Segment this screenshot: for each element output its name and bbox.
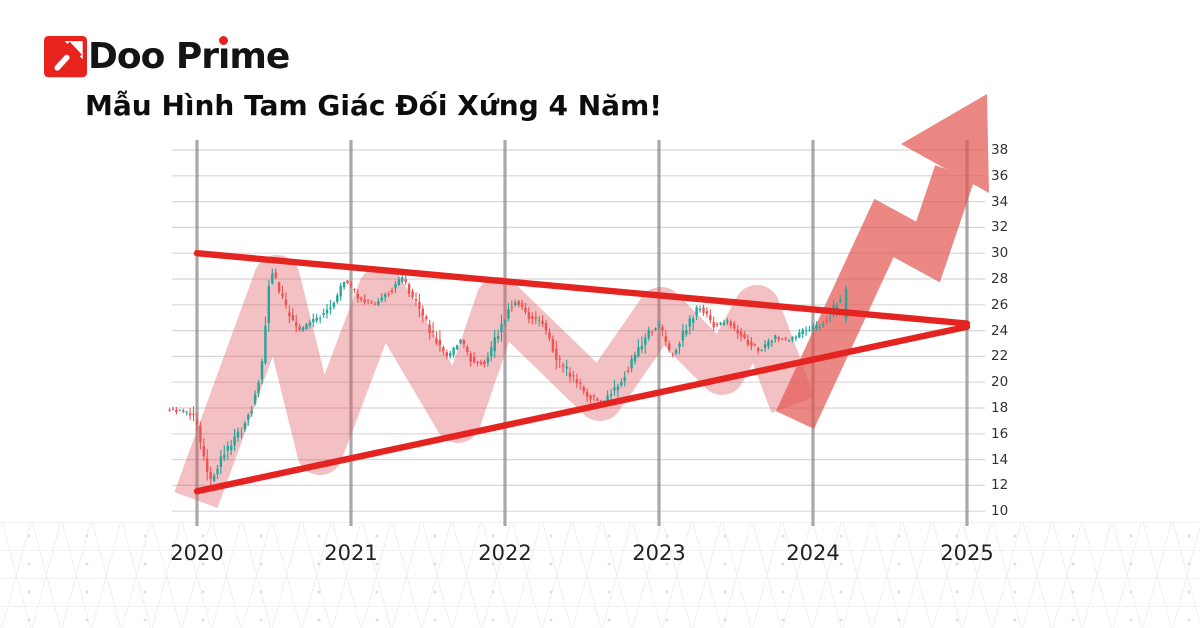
- breakout-arrow: [775, 94, 989, 429]
- y-tick-label: 28: [991, 271, 1009, 287]
- y-tick-label: 14: [991, 451, 1009, 468]
- x-tick-label: 2024: [786, 541, 840, 565]
- brand-name-part1: Doo Pr: [88, 36, 219, 77]
- trendline-resistance: [193, 249, 971, 327]
- y-tick-label: 34: [991, 193, 1009, 210]
- zigzag-pattern: [174, 255, 815, 508]
- x-tick-label: 2023: [632, 541, 686, 565]
- brand-name-i-reddot: ı: [218, 36, 230, 77]
- breakout-arrow-head: [901, 94, 989, 193]
- doo-prime-logo-icon: [44, 36, 87, 78]
- y-tick-label: 20: [991, 374, 1009, 391]
- breakout-arrow-body: [775, 165, 975, 429]
- logo-wedge: [64, 41, 83, 60]
- y-tick-label: 30: [991, 245, 1009, 262]
- y-tick-label: 26: [991, 296, 1009, 313]
- x-tick-label: 2025: [940, 541, 994, 565]
- y-tick-label: 32: [991, 219, 1009, 236]
- trendline-support: [193, 323, 971, 495]
- logo-slash-red: [66, 41, 82, 58]
- x-tick-label: 2020: [170, 541, 224, 565]
- x-tick-label: 2021: [324, 541, 378, 565]
- y-tick-label: 24: [991, 322, 1009, 339]
- y-tick-label: 22: [991, 348, 1009, 365]
- page-title: Mẫu Hình Tam Giác Đối Xứng 4 Năm!: [85, 89, 663, 122]
- y-tick-label: 36: [991, 167, 1009, 184]
- bottom-mesh: [0, 522, 1200, 628]
- logo-slash-white: [54, 54, 70, 71]
- y-tick-label: 10: [991, 503, 1009, 520]
- brand-name: Doo Prıme: [88, 36, 290, 77]
- y-tick-label: 38: [991, 142, 1009, 158]
- y-tick-label: 12: [991, 477, 1009, 494]
- y-tick-label: 16: [991, 425, 1009, 442]
- x-tick-label: 2022: [478, 541, 532, 565]
- y-tick-label: 18: [991, 400, 1009, 416]
- brand-name-part2: me: [229, 36, 290, 77]
